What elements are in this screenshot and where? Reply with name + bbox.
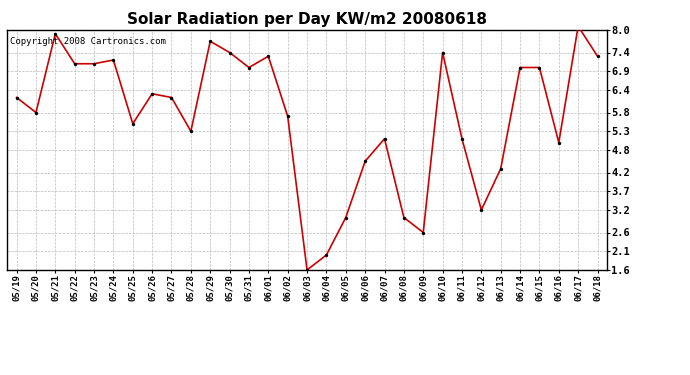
Point [127,121,138,127]
Point [437,50,448,55]
Point [186,128,197,134]
Point [476,207,487,213]
Point [321,252,332,258]
Point [379,136,390,142]
Point [50,31,61,37]
Title: Solar Radiation per Day KW/m2 20080618: Solar Radiation per Day KW/m2 20080618 [127,12,487,27]
Point [146,91,157,97]
Point [30,110,41,116]
Point [495,166,506,172]
Point [108,57,119,63]
Point [592,53,603,59]
Point [417,230,428,236]
Text: Copyright 2008 Cartronics.com: Copyright 2008 Cartronics.com [10,37,166,46]
Point [515,64,526,70]
Point [573,23,584,29]
Point [69,61,80,67]
Point [398,214,409,220]
Point [282,113,293,119]
Point [205,38,216,44]
Point [534,64,545,70]
Point [224,50,235,55]
Point [166,94,177,100]
Point [359,158,371,164]
Point [88,61,99,67]
Point [457,136,468,142]
Point [553,140,564,146]
Point [263,53,274,59]
Point [244,64,255,70]
Point [11,94,22,100]
Point [302,267,313,273]
Point [340,214,351,220]
